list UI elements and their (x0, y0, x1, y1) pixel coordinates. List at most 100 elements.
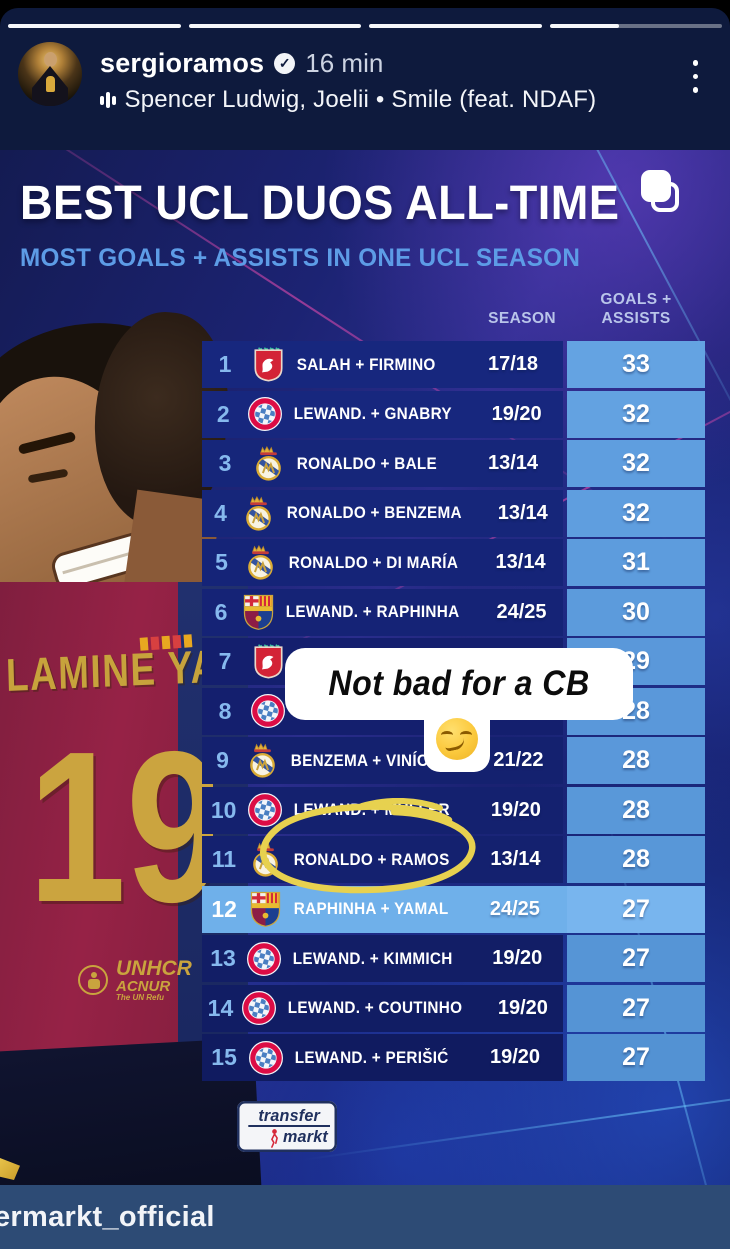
sticker-pages-icon (641, 170, 685, 226)
more-options-icon[interactable] (692, 60, 698, 93)
table-row-rank-3: 3 RONALDO + BALE 13/14 32 (202, 440, 705, 487)
liverpool-crest-icon (250, 641, 286, 683)
value-cell: 30 (567, 588, 705, 636)
progress-segment-4[interactable] (549, 24, 722, 28)
duo-name: LEWAND. + KIMMICH (292, 948, 453, 968)
value-cell: 32 (567, 489, 705, 537)
bayern-crest-icon (250, 690, 286, 732)
bayern-crest-icon (247, 393, 283, 435)
table-row-rank-13: 13 LEWAND. + KIMMICH 19/20 27 (202, 935, 705, 982)
season-cell: 24/25 (489, 897, 540, 920)
duo-name: SALAH + FIRMINO (296, 354, 436, 374)
season-cell: 19/20 (497, 996, 548, 1019)
value-cell: 27 (567, 1034, 705, 1081)
jersey-number: 19 (28, 725, 213, 930)
rank-cell: 4 (214, 499, 227, 526)
rank-cell: 12 (211, 895, 237, 922)
table-row-rank-11: 11 RONALDO + RAMOS 13/14 28 (202, 836, 705, 883)
table-row-rank-14: 14 LEWAND. + COUTINHO 19/20 27 (202, 984, 705, 1032)
barcelona-crest-icon (248, 888, 283, 930)
season-cell: 13/14 (497, 501, 548, 524)
season-cell: 13/14 (487, 452, 539, 474)
value-cell: 28 (567, 737, 705, 784)
progress-segment-3[interactable] (369, 24, 542, 28)
mention-handle[interactable]: ermarkt_official (0, 1201, 215, 1233)
graphic-subtitle: MOST GOALS + ASSISTS IN ONE UCL SEASON (20, 244, 581, 272)
value-cell: 31 (567, 539, 705, 586)
progress-segment-2[interactable] (188, 24, 361, 28)
username[interactable]: sergioramos (100, 48, 265, 78)
duo-name: LEWAND. + PERIŠIĆ (294, 1047, 449, 1067)
rank-cell: 5 (215, 549, 228, 575)
table-row-rank-1: 1 SALAH + FIRMINO 17/18 33 (202, 341, 705, 388)
value-cell: 27 (567, 984, 705, 1032)
rank-cell: 13 (210, 945, 236, 971)
rank-cell: 3 (218, 450, 232, 476)
music-equalizer-icon (100, 91, 116, 109)
avatar[interactable] (18, 42, 82, 106)
liverpool-crest-icon (250, 344, 286, 386)
real-madrid-crest-icon (243, 542, 278, 584)
table-row-rank-6: 6 LEWAND. + RAPHINHA 24/25 30 (202, 588, 705, 636)
music-track-label[interactable]: Spencer Ludwig, Joelii • Smile (feat. ND… (124, 86, 597, 113)
story-timestamp: 16 min (305, 48, 384, 78)
duo-name: RONALDO + BALE (296, 453, 438, 473)
bayern-crest-icon (247, 789, 283, 831)
rank-cell: 10 (210, 796, 237, 823)
value-cell: 33 (567, 341, 705, 388)
duo-name: RONALDO + DI MARÍA (288, 552, 459, 572)
rank-cell: 9 (216, 747, 229, 773)
season-cell: 24/25 (496, 600, 547, 623)
rank-cell: 6 (214, 598, 228, 625)
table-row-rank-4: 4 RONALDO + BENZEMA 13/14 32 (202, 489, 705, 537)
duo-name: RONALDO + BENZEMA (286, 503, 462, 522)
transfermarkt-logo-line2: markt (282, 1127, 328, 1147)
transfermarkt-figure-icon (270, 1128, 278, 1148)
verified-badge-icon: ✓ (274, 53, 296, 74)
real-madrid-crest-icon (241, 492, 276, 534)
season-cell: 19/20 (492, 947, 543, 969)
value-cell: 32 (567, 440, 705, 487)
rank-cell: 11 (211, 846, 237, 872)
duo-name: BENZEMA + VINÍCIUS (290, 750, 455, 770)
value-cell: 28 (567, 836, 705, 883)
table-row-rank-5: 5 RONALDO + DI MARÍA 13/14 31 (202, 539, 705, 586)
bayern-crest-icon (248, 1037, 284, 1079)
transfermarkt-logo-line1: transfer (248, 1107, 330, 1127)
table-row-rank-12: 12 RAPHINHA + YAMAL 24/25 27 (202, 885, 705, 933)
jersey-sponsor: UNHCR ACNUR The UN Refu (78, 958, 212, 1002)
value-cell: 27 (567, 935, 705, 982)
season-cell: 19/20 (489, 1046, 541, 1068)
progress-segment-1[interactable] (8, 24, 181, 28)
duo-name: LEWAND. + COUTINHO (287, 998, 463, 1017)
text-sticker-tail (424, 706, 490, 772)
bayern-crest-icon (241, 987, 277, 1029)
table-row-rank-10: 10 LEWAND. + MÜLLER 19/20 28 (202, 786, 705, 834)
avatar-face (44, 52, 57, 67)
column-header-goals-assists: GOALS + ASSISTS (600, 291, 672, 328)
real-madrid-crest-icon (250, 443, 286, 485)
story-graphic[interactable]: LAMINE YA 19 UNHCR ACNUR The UN Refu BES… (0, 150, 730, 1185)
duo-name: RAPHINHA + YAMAL (293, 899, 449, 918)
value-cell: 32 (567, 390, 705, 438)
rank-cell: 7 (218, 648, 232, 674)
rank-cell: 14 (207, 994, 234, 1021)
duo-name: RONALDO + RAMOS (293, 849, 450, 869)
season-cell: 19/20 (490, 798, 541, 821)
season-cell: 19/20 (491, 402, 542, 425)
value-cell: 27 (567, 885, 705, 933)
players-photo: LAMINE YA 19 UNHCR ACNUR The UN Refu (0, 150, 292, 1185)
rank-cell: 15 (211, 1044, 237, 1070)
column-header-season: SEASON (488, 310, 556, 327)
real-madrid-crest-icon (245, 740, 280, 782)
text-sticker-label: Not bad for a CB (328, 664, 590, 703)
rank-cell: 8 (218, 697, 232, 724)
story-progress-bar (8, 24, 722, 28)
season-cell: 21/22 (493, 749, 544, 771)
season-cell: 17/18 (487, 353, 539, 375)
bayern-crest-icon (246, 938, 282, 980)
duo-name: LEWAND. + MÜLLER (294, 800, 451, 819)
season-cell: 13/14 (495, 551, 546, 573)
rank-cell: 2 (216, 400, 230, 427)
